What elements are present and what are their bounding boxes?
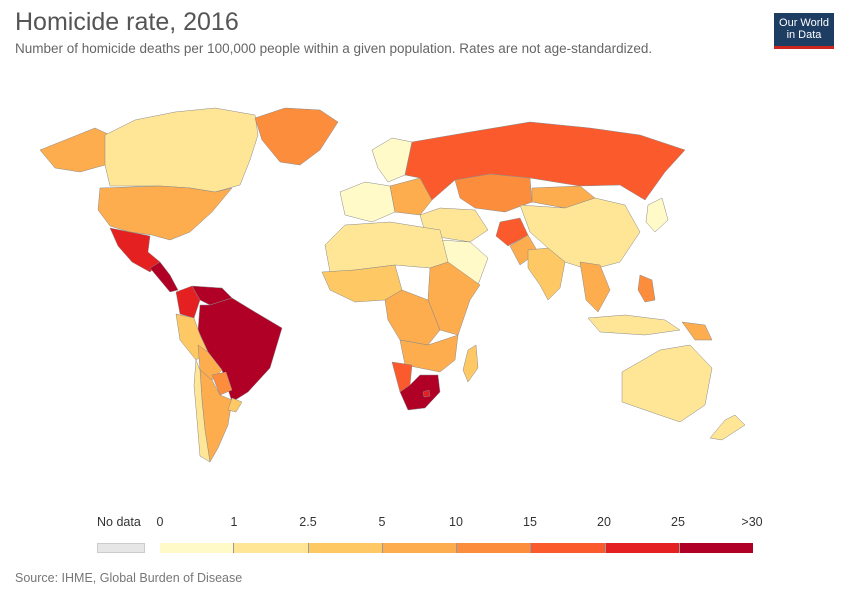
region-new-zealand[interactable]: [709, 414, 746, 441]
chart-title: Homicide rate, 2016: [15, 8, 239, 36]
region-central-africa[interactable]: [384, 289, 441, 346]
region-afghanistan[interactable]: [495, 217, 529, 247]
legend-color-bar: [160, 543, 753, 553]
chart-subtitle: Number of homicide deaths per 100,000 pe…: [15, 41, 653, 56]
region-australia[interactable]: [621, 344, 713, 423]
legend-bin-7[interactable]: [679, 543, 753, 553]
region-india[interactable]: [527, 247, 566, 301]
region-madagascar[interactable]: [462, 344, 479, 383]
region-philippines[interactable]: [637, 274, 656, 303]
owid-logo[interactable]: Our World in Data: [774, 13, 834, 49]
logo-line-1: Our World: [779, 17, 829, 29]
region-russia[interactable]: [404, 121, 686, 201]
legend-bin-2[interactable]: [308, 543, 383, 553]
region-lesotho[interactable]: [422, 389, 431, 398]
region-north-africa[interactable]: [324, 221, 449, 273]
legend-bin-6[interactable]: [605, 543, 680, 553]
region-japan[interactable]: [645, 197, 669, 233]
logo-line-2: in Data: [786, 29, 822, 41]
legend-tick: 15: [523, 515, 537, 529]
legend-bin-5[interactable]: [531, 543, 606, 553]
region-canada[interactable]: [104, 107, 259, 193]
legend-no-data-swatch[interactable]: [97, 543, 145, 553]
legend-tick: 1: [230, 515, 238, 529]
legend-tick: 5: [378, 515, 386, 529]
region-colombia[interactable]: [175, 285, 201, 319]
region-papua-new-guinea[interactable]: [681, 321, 713, 341]
region-china[interactable]: [519, 197, 641, 271]
legend-bin-1[interactable]: [234, 543, 309, 553]
region-south-africa[interactable]: [399, 374, 441, 411]
source-note[interactable]: Source: IHME, Global Burden of Disease: [15, 571, 243, 585]
legend-tick: 20: [597, 515, 611, 529]
region-western-europe[interactable]: [339, 181, 396, 223]
region-alaska[interactable]: [39, 127, 111, 173]
region-greenland[interactable]: [254, 107, 339, 166]
legend-bin-4[interactable]: [457, 543, 532, 553]
legend-tick: 10: [449, 515, 463, 529]
region-united-states[interactable]: [97, 185, 233, 241]
region-southeast-asia[interactable]: [579, 261, 611, 313]
region-paraguay[interactable]: [211, 371, 233, 396]
legend-tick: >30: [741, 515, 763, 529]
legend-tick: 25: [671, 515, 685, 529]
legend-bin-3[interactable]: [382, 543, 457, 553]
legend-bin-0[interactable]: [160, 543, 235, 553]
legend-tick: 0: [156, 515, 164, 529]
region-uruguay[interactable]: [227, 397, 243, 413]
region-indonesia[interactable]: [587, 314, 681, 336]
legend-no-data-label: No data: [97, 515, 141, 529]
region-chile[interactable]: [193, 359, 211, 463]
world-map-svg: [39, 107, 746, 463]
world-map: [0, 80, 850, 500]
logo-underline: [774, 46, 834, 49]
legend-tick: 2.5: [299, 515, 317, 529]
region-central-america[interactable]: [149, 261, 179, 293]
region-eastern-europe[interactable]: [389, 177, 433, 216]
region-kazakhstan[interactable]: [454, 173, 533, 213]
